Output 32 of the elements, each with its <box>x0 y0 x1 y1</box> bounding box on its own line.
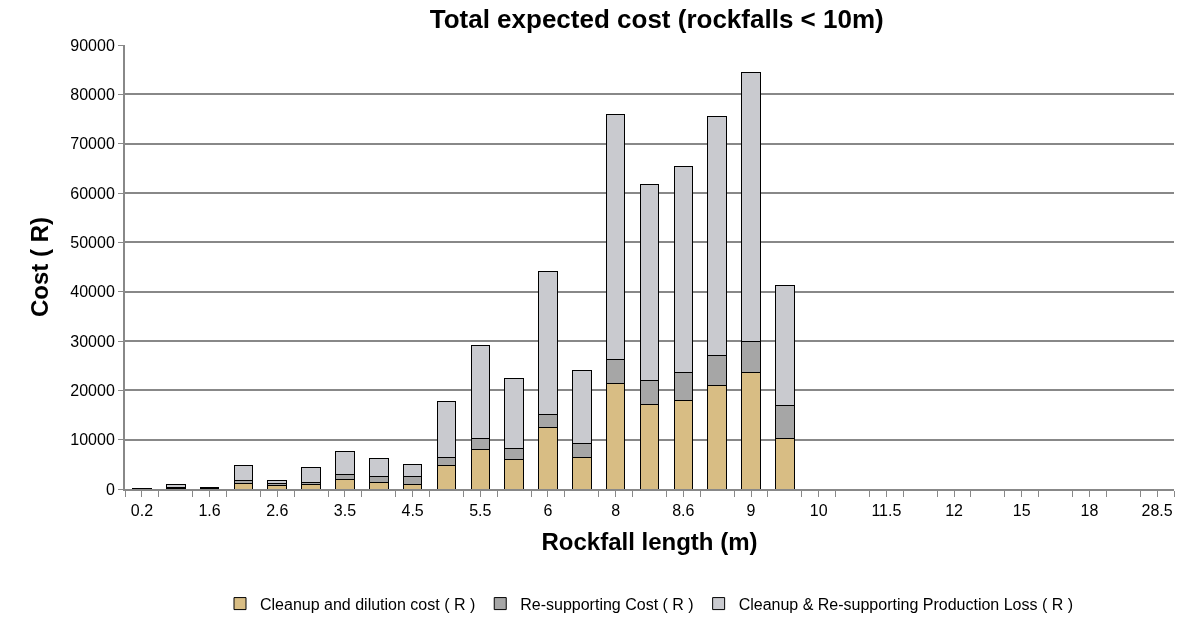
y-axis-title: Cost ( R) <box>25 217 53 317</box>
x-tick-label: 18 <box>1080 502 1099 520</box>
x-tick-label: 3.5 <box>333 502 357 520</box>
x-tick-label: 1.6 <box>198 502 221 520</box>
y-tick-label: 30000 <box>70 332 115 350</box>
y-tick-label: 20000 <box>70 381 115 399</box>
x-tick-label: 10 <box>809 502 828 520</box>
x-tick-label: 5.5 <box>469 502 492 520</box>
chart-title: Total expected cost (rockfalls < 10m) <box>429 3 884 34</box>
y-tick-label: 80000 <box>70 85 115 103</box>
legend-label: Cleanup and dilution cost ( R ) <box>260 595 476 613</box>
x-tick-label: 15 <box>1012 502 1031 520</box>
x-tick-label: 9 <box>746 502 756 520</box>
y-tick-label: 0 <box>105 480 115 498</box>
legend-label: Cleanup & Re-supporting Production Loss ( R ) <box>738 595 1074 613</box>
y-tick-label: 70000 <box>70 135 115 153</box>
y-tick-label: 60000 <box>70 184 115 202</box>
x-tick-label: 6 <box>543 502 553 520</box>
x-tick-label: 28.5 <box>1141 502 1173 520</box>
x-tick-label: 8.6 <box>672 502 695 520</box>
y-tick-label: 90000 <box>70 36 115 54</box>
x-tick-label: 0.2 <box>130 502 154 520</box>
x-tick-label: 11.5 <box>871 502 902 520</box>
legend-label: Re-supporting Cost ( R ) <box>520 595 694 613</box>
x-tick-label: 12 <box>945 502 964 520</box>
x-tick-label: 4.5 <box>401 502 424 520</box>
x-tick-label: 2.6 <box>266 502 289 520</box>
y-tick-label: 10000 <box>70 431 115 449</box>
y-tick-label: 40000 <box>70 283 115 301</box>
x-tick-label: 8 <box>611 502 621 520</box>
y-tick-label: 50000 <box>70 233 115 251</box>
x-axis-title: Rockfall length (m) <box>541 528 758 555</box>
